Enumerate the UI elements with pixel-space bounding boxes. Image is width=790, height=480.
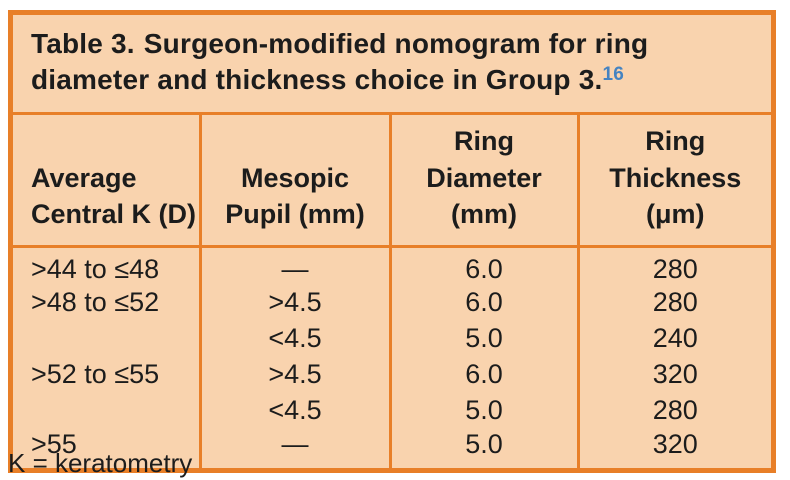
table-cell: >55 (31, 428, 77, 459)
table-cell: 6.0 (388, 246, 578, 285)
table-cell: 280 (576, 284, 771, 321)
citation-superscript: 16 (602, 64, 625, 86)
table-cell: 5.0 (388, 428, 578, 468)
table-cell (13, 321, 200, 357)
table-cell: >4.5 (198, 356, 390, 393)
table-row: >44 to ≤48 — 6.0 280 (13, 246, 771, 285)
table-cell (13, 393, 200, 429)
table-caption: Table 3. Surgeon-modified nomogram for ri… (13, 15, 771, 115)
table-row: <4.5 5.0 240 (13, 320, 771, 357)
table-cell: 6.0 (388, 356, 578, 393)
header-row: Average Central K (D) Mesopic Pupil (mm)… (13, 114, 771, 248)
table-cell: >48 to ≤52 (31, 287, 160, 318)
table-cell: >4.5 (198, 284, 390, 321)
column-header-average-central-k: Average Central K (D) (13, 114, 200, 248)
table-cell: >44 to ≤48 (31, 253, 160, 284)
table-cell: 280 (576, 246, 771, 285)
table-cell: >52 to ≤55 (31, 359, 160, 390)
table-row: <4.5 5.0 280 (13, 392, 771, 429)
column-header-ring-thickness: Ring Thickness (μm) (576, 114, 771, 248)
table-cell: 320 (576, 428, 771, 468)
column-header-ring-diameter: Ring Diameter (mm) (388, 114, 578, 248)
table-cell: 240 (576, 320, 771, 357)
table-cell: 5.0 (388, 392, 578, 429)
table-cell: 6.0 (388, 284, 578, 321)
table-cell: 320 (576, 356, 771, 393)
table-footnote: K = keratometry (8, 448, 193, 478)
table-cell: <4.5 (198, 320, 390, 357)
table-cell: 5.0 (388, 320, 578, 357)
column-header-mesopic-pupil: Mesopic Pupil (mm) (198, 114, 390, 248)
table-caption-text: Surgeon-modified nomogram for ring diame… (31, 28, 649, 96)
nomogram-table: Average Central K (D) Mesopic Pupil (mm)… (13, 114, 771, 468)
table-cell: 280 (576, 392, 771, 429)
nomogram-table-card: Table 3. Surgeon-modified nomogram for ri… (8, 10, 776, 473)
table-cell: — (198, 428, 390, 468)
table-row: >55 — 5.0 320 (13, 428, 771, 468)
table-row: >52 to ≤55 >4.5 6.0 320 (13, 356, 771, 393)
table-cell: — (198, 246, 390, 285)
table-row: >48 to ≤52 >4.5 6.0 280 (13, 284, 771, 321)
table-cell: <4.5 (198, 392, 390, 429)
table-number-label: Table 3. (31, 28, 135, 59)
